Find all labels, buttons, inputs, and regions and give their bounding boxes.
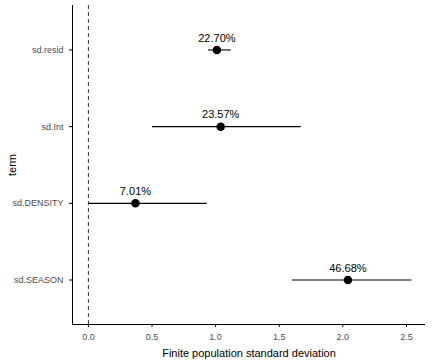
svg-text:1.0: 1.0 <box>209 332 222 342</box>
svg-text:2.0: 2.0 <box>337 332 350 342</box>
svg-text:Finite population standard dev: Finite population standard deviation <box>162 347 336 359</box>
svg-text:sd.Int: sd.Int <box>41 122 64 132</box>
svg-text:sd.resid: sd.resid <box>32 45 64 55</box>
svg-text:2.5: 2.5 <box>400 332 413 342</box>
svg-text:0.0: 0.0 <box>82 332 95 342</box>
svg-text:7.01%: 7.01% <box>120 185 151 197</box>
svg-text:22.70%: 22.70% <box>198 31 236 43</box>
svg-text:sd.DENSITY: sd.DENSITY <box>12 198 63 208</box>
svg-text:23.57%: 23.57% <box>202 108 240 120</box>
svg-text:sd.SEASON: sd.SEASON <box>14 275 64 285</box>
svg-text:term: term <box>6 154 18 176</box>
svg-text:1.5: 1.5 <box>273 332 286 342</box>
svg-text:46.68%: 46.68% <box>329 262 367 274</box>
svg-text:0.5: 0.5 <box>146 332 159 342</box>
